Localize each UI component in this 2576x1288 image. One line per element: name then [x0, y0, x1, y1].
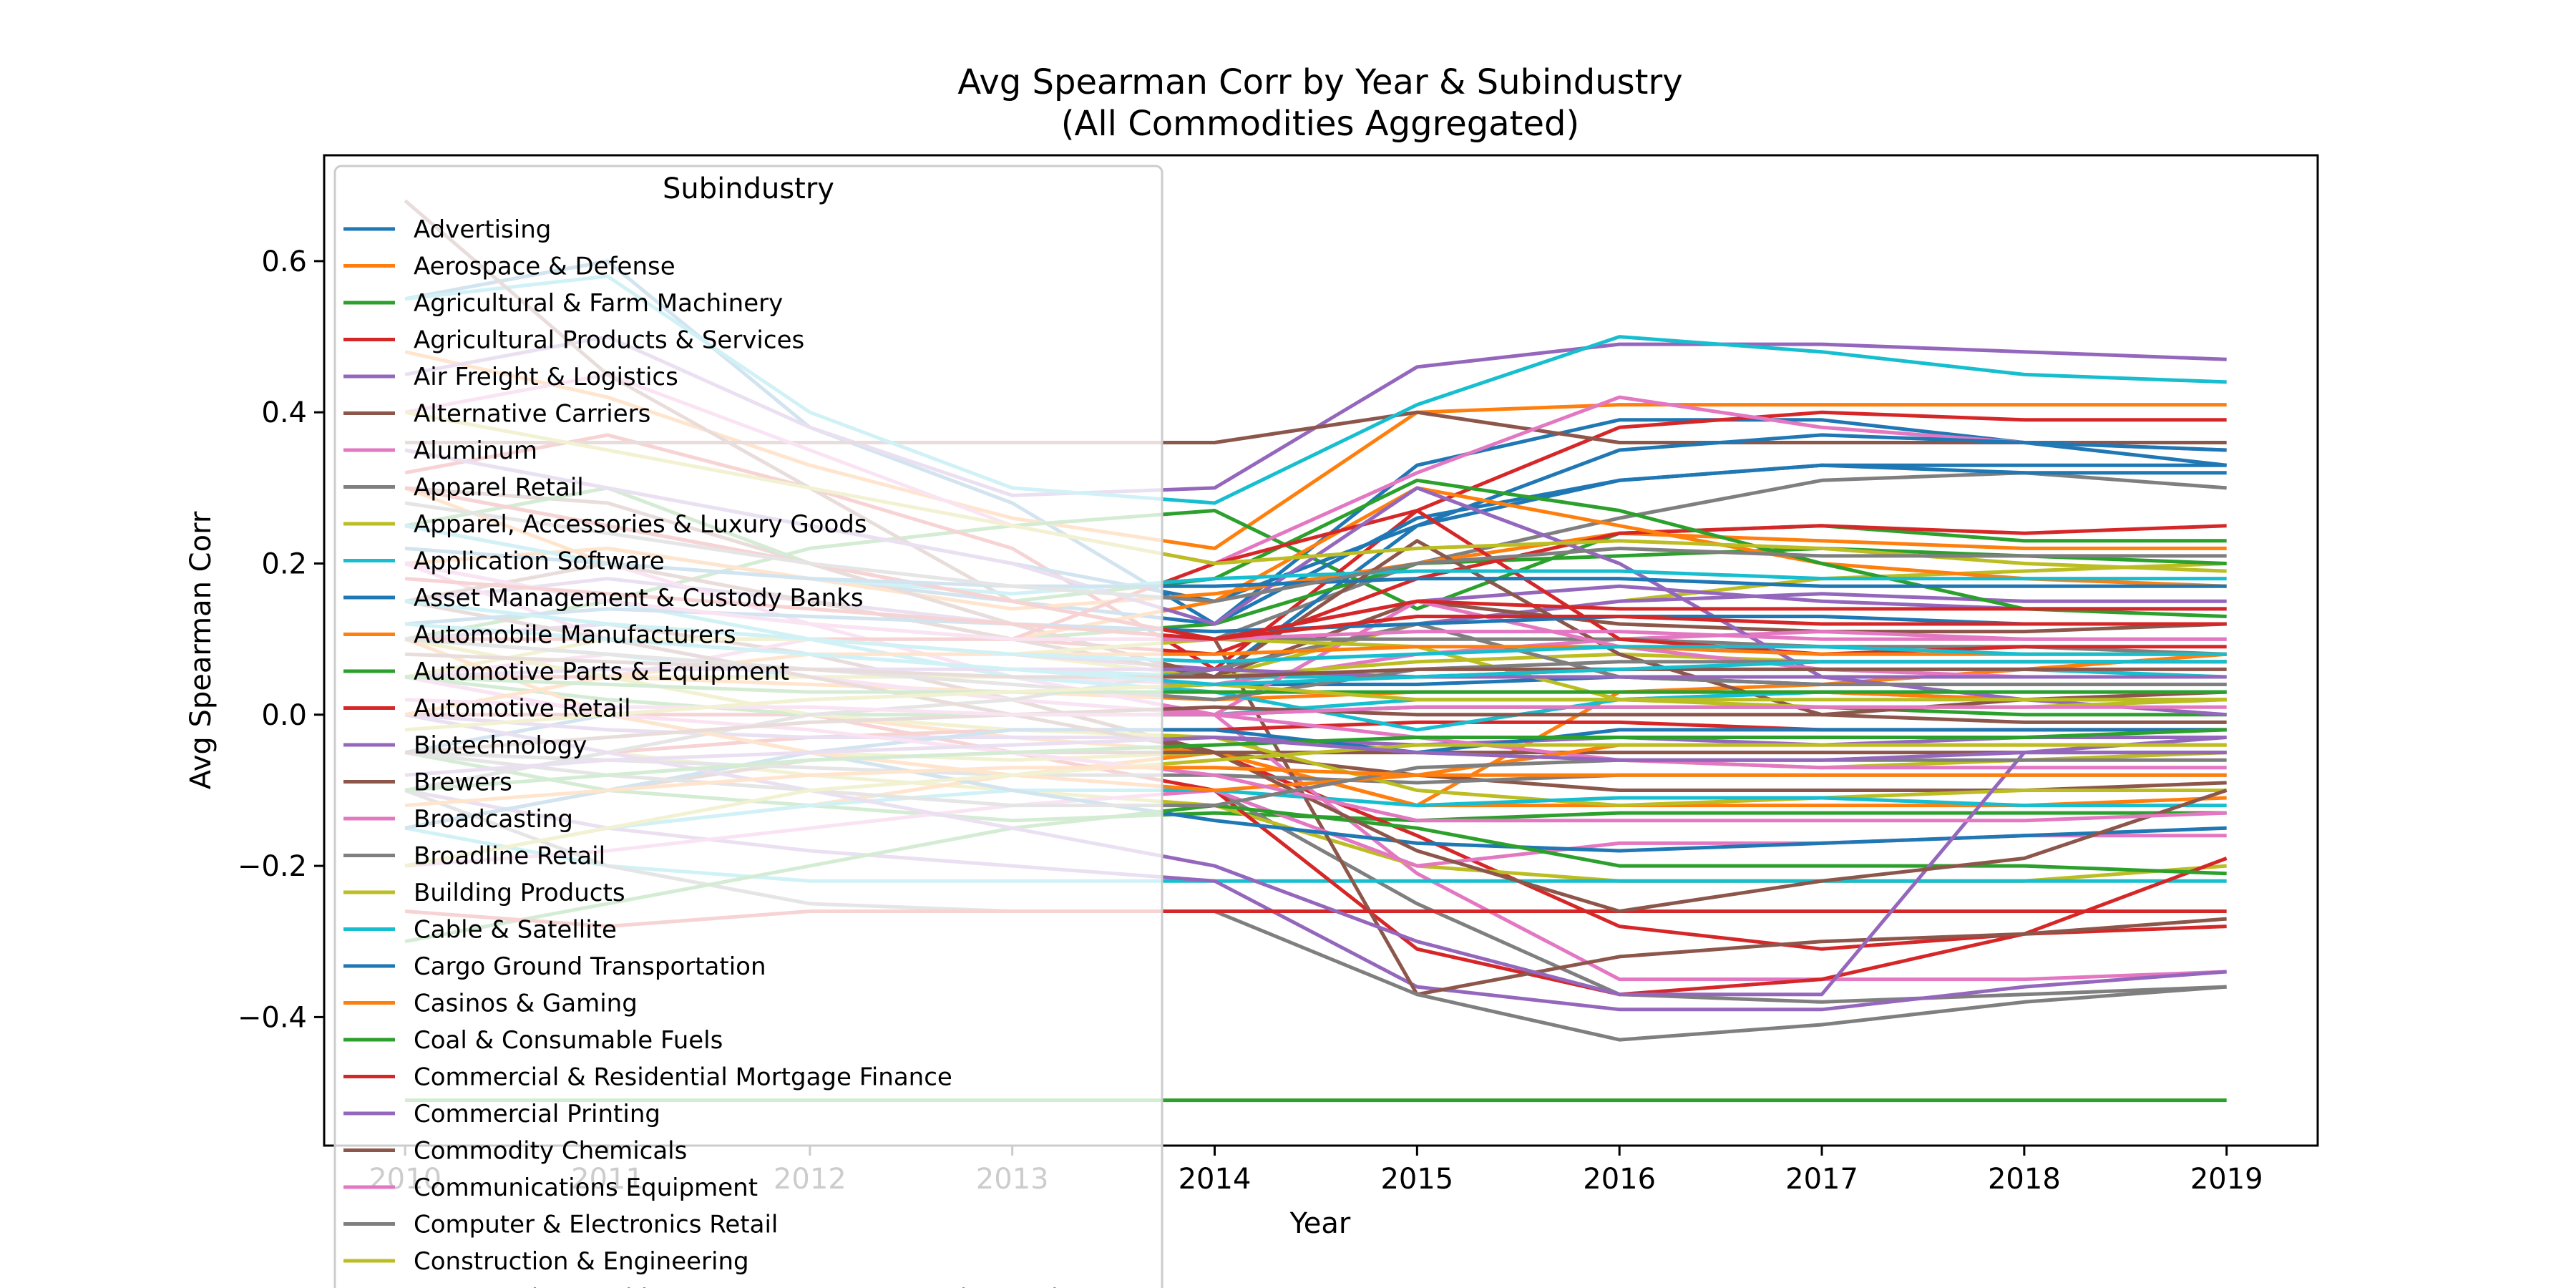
y-tick-label: 0.4 — [261, 396, 307, 429]
x-axis-label: Year — [1289, 1207, 1351, 1240]
x-tick-label: 2015 — [1380, 1163, 1453, 1196]
legend-label: Building Products — [414, 879, 625, 907]
legend-label: Advertising — [414, 215, 551, 244]
legend-label: Computer & Electronics Retail — [414, 1211, 778, 1239]
x-tick-label: 2017 — [1785, 1163, 1858, 1196]
x-tick-label: 2016 — [1583, 1163, 1656, 1196]
legend-label: Air Freight & Logistics — [414, 363, 678, 391]
legend-label: Broadcasting — [414, 805, 573, 834]
legend-label: Commercial Printing — [414, 1100, 660, 1128]
y-tick-label: −0.2 — [238, 850, 307, 883]
legend-label: Automotive Retail — [414, 695, 631, 723]
legend-box — [333, 165, 1163, 1288]
plot-frame — [323, 154, 2319, 1147]
legend-label: Commercial & Residential Mortgage Financ… — [414, 1063, 952, 1092]
legend-label: Aerospace & Defense — [414, 253, 675, 281]
legend-title: Subindustry — [663, 172, 834, 205]
y-tick-label: 0.6 — [261, 245, 307, 278]
legend-label: Biotechnology — [414, 731, 587, 760]
legend-label: Broadline Retail — [414, 842, 605, 871]
legend-label: Apparel, Accessories & Luxury Goods — [414, 510, 867, 539]
legend-label: Asset Management & Custody Banks — [414, 584, 864, 613]
legend-label: Cable & Satellite — [414, 916, 617, 945]
legend: Subindustry Advertising Aerospace & Defen… — [333, 165, 1163, 1288]
legend-label: Communications Equipment — [414, 1174, 758, 1202]
chart-subtitle: (All Commodities Aggregated) — [1061, 104, 1579, 144]
legend-label: Coal & Consumable Fuels — [414, 1026, 723, 1055]
y-axis-label: Avg Spearman Corr — [185, 511, 218, 789]
y-tick-label: 0.0 — [261, 699, 307, 732]
legend-label: Casinos & Gaming — [414, 990, 638, 1018]
legend-label: Aluminum — [414, 436, 537, 465]
legend-items: Advertising Aerospace & Defense Agricultur… — [343, 215, 1137, 1288]
legend-label: Cargo Ground Transportation — [414, 952, 766, 981]
legend-label: Automobile Manufacturers — [414, 621, 736, 650]
chart-title: Avg Spearman Corr by Year & Subindustry — [957, 62, 1682, 102]
legend-label: Alternative Carriers — [414, 400, 650, 429]
legend-label: Commodity Chemicals — [414, 1137, 687, 1166]
legend-label: Construction Machinery & Heavy Transport… — [414, 1284, 1137, 1288]
y-tick-label: 0.2 — [261, 548, 307, 581]
legend-label: Brewers — [414, 769, 512, 797]
legend-label: Apparel Retail — [414, 474, 584, 502]
y-axis: −0.4 −0.2 0.0 0.2 0.4 0.6 — [238, 245, 324, 1034]
legend-label: Agricultural & Farm Machinery — [414, 289, 783, 318]
legend-label: Application Software — [414, 547, 665, 576]
x-tick-label: 2018 — [1988, 1163, 2061, 1196]
legend-label: Construction & Engineering — [414, 1247, 749, 1276]
legend-label: Agricultural Products & Services — [414, 326, 804, 355]
legend-label: Automotive Parts & Equipment — [414, 658, 789, 686]
x-tick-label: 2019 — [2190, 1163, 2263, 1196]
y-tick-label: −0.4 — [238, 1001, 307, 1034]
x-tick-label: 2014 — [1179, 1163, 1252, 1196]
